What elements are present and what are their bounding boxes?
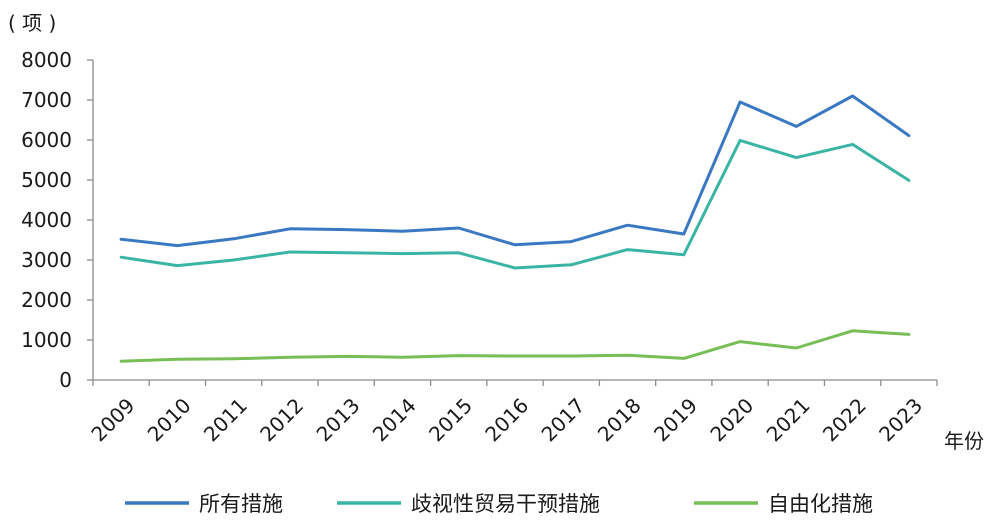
- x-tick-label: 2012: [255, 393, 308, 446]
- x-tick-label: 2021: [762, 393, 815, 446]
- y-tick-label: 8000: [21, 48, 72, 72]
- x-tick-label: 2018: [593, 393, 646, 446]
- y-tick-label: 4000: [21, 208, 72, 232]
- y-tick-label: 0: [59, 368, 72, 392]
- x-tick-label: 2019: [649, 393, 702, 446]
- x-axis-unit: 年份: [944, 429, 984, 453]
- legend-label-1: 歧视性贸易干预措施: [411, 492, 600, 516]
- x-axis-ticks: 2009 2010 2011 2012 2013 2014 2015 2016 2017 2018…: [86, 380, 938, 446]
- series-line-1: [119, 138, 911, 270]
- y-axis-unit: ( 项 ): [8, 11, 56, 35]
- x-tick-label: 2020: [705, 393, 758, 446]
- y-tick-label: 7000: [21, 88, 72, 112]
- y-tick-label: 6000: [21, 128, 72, 152]
- x-tick-label: 2014: [368, 393, 421, 446]
- x-tick-label: 2022: [818, 393, 871, 446]
- legend: 所有措施 歧视性贸易干预措施 自由化措施: [125, 492, 873, 516]
- x-tick-label: 2010: [143, 393, 196, 446]
- y-axis-ticks: 0 1000 2000 3000 4000 5000 6000 7000 8000: [21, 48, 93, 392]
- y-tick-label: 5000: [21, 168, 72, 192]
- x-tick-label: 2013: [312, 393, 365, 446]
- y-tick-label: 2000: [21, 288, 72, 312]
- series-line-0: [119, 94, 911, 248]
- series-lines: [119, 94, 911, 363]
- x-tick-label: 2017: [537, 393, 590, 446]
- y-tick-label: 1000: [21, 328, 72, 352]
- legend-label-2: 自由化措施: [768, 492, 873, 516]
- legend-label-0: 所有措施: [199, 492, 283, 516]
- series-line-2: [119, 329, 911, 363]
- x-tick-label: 2016: [480, 393, 533, 446]
- y-tick-label: 3000: [21, 248, 72, 272]
- x-tick-label: 2009: [86, 393, 139, 446]
- x-tick-label: 2023: [874, 393, 927, 446]
- x-tick-label: 2015: [424, 393, 477, 446]
- x-tick-label: 2011: [199, 393, 252, 446]
